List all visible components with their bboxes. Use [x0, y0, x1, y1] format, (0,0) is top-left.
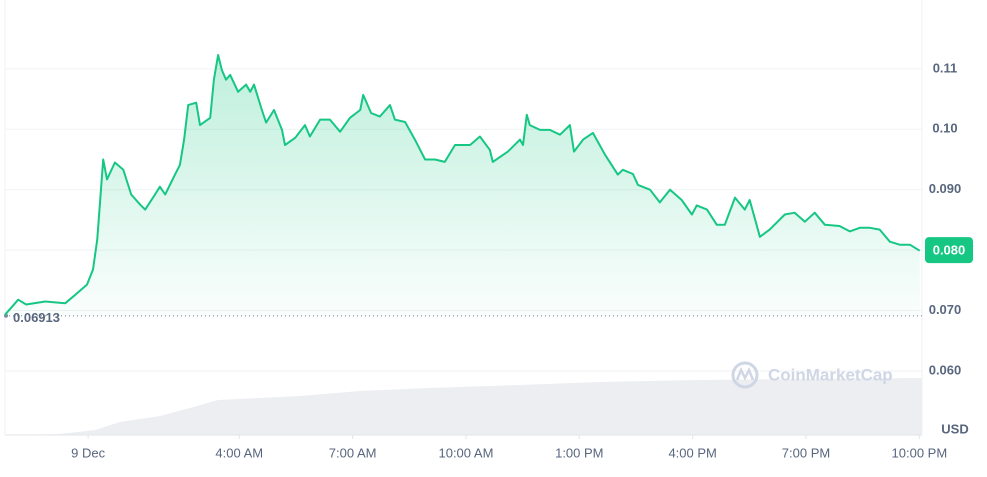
x-tick-label: 10:00 PM	[892, 445, 948, 460]
x-tick-label: 4:00 PM	[668, 445, 716, 460]
x-tick-label: 1:00 PM	[555, 445, 603, 460]
x-tick-label: 9 Dec	[71, 445, 105, 460]
price-line	[4, 54, 921, 316]
x-tick-label: 7:00 PM	[782, 445, 830, 460]
x-tick-label: 4:00 AM	[215, 445, 263, 460]
current-price-badge	[925, 237, 973, 264]
watermark-text: CoinMarketCap	[768, 365, 893, 384]
price-area	[5, 55, 920, 316]
x-tick-label: 7:00 AM	[329, 445, 377, 460]
watermark: CoinMarketCap	[731, 361, 893, 389]
x-tick-label: 10:00 AM	[438, 445, 493, 460]
y-axis-label: USD	[941, 421, 968, 436]
y-tick-label: 0.070	[929, 302, 962, 317]
current-price-label: 0.080	[933, 243, 966, 258]
y-tick-label: 0.11	[933, 60, 958, 75]
y-tick-label: 0.090	[929, 181, 962, 196]
volume-area	[5, 378, 922, 435]
y-tick-label: 0.10	[932, 121, 957, 136]
y-tick-label: 0.060	[929, 362, 962, 377]
